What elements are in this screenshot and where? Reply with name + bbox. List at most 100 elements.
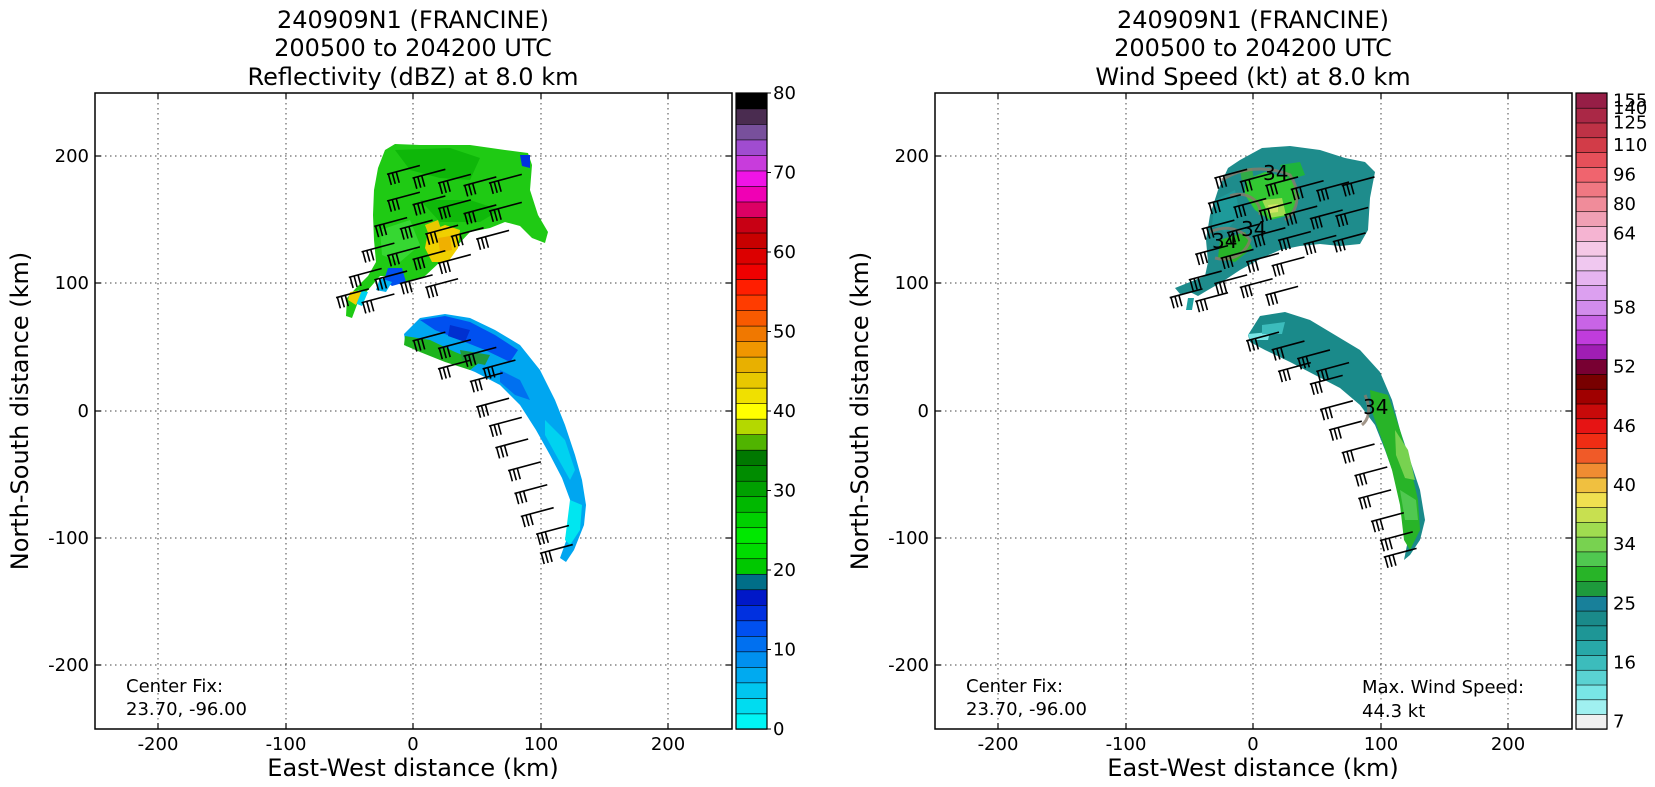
wind-barb	[361, 293, 395, 314]
wind-barb	[1354, 466, 1388, 487]
wind-barb	[514, 484, 548, 505]
colorbar-swatch	[1575, 122, 1608, 139]
colorbar-swatch	[735, 294, 768, 311]
colorbar-swatch	[735, 340, 768, 358]
reflectivity-colorbar	[735, 92, 768, 730]
colorbar-swatch	[1575, 610, 1608, 627]
colorbar-swatch	[1575, 344, 1608, 360]
wind-xtick-label: 0	[1247, 734, 1258, 755]
wind-barb	[1258, 201, 1292, 223]
colorbar-swatch	[1575, 284, 1608, 301]
colorbar-swatch	[1575, 684, 1608, 701]
wind-south-arc	[1248, 312, 1425, 560]
wind-barb	[1341, 443, 1375, 464]
colorbar-swatch	[735, 201, 768, 218]
colorbar-swatch	[735, 185, 768, 203]
colorbar-tick-label: 110	[1613, 135, 1647, 156]
colorbar-tick-label: 46	[1613, 416, 1636, 437]
colorbar-swatch	[1575, 211, 1608, 227]
wind-barb	[535, 524, 570, 546]
colorbar-swatch	[735, 527, 768, 544]
colorbar-swatch	[1575, 580, 1608, 597]
wind-barb	[437, 338, 472, 360]
wind-barb	[1370, 511, 1405, 533]
colorbar-tick-label: 60	[773, 242, 796, 263]
colorbar-swatch	[735, 558, 768, 575]
colorbar-tick-label: 16	[1613, 652, 1636, 673]
reflectivity-xtick-label: -100	[266, 734, 307, 755]
wind-barb	[425, 224, 459, 245]
wind-barb	[374, 216, 408, 238]
colorbar-swatch	[735, 232, 768, 249]
wind-barb	[463, 204, 497, 225]
wind-barb	[374, 270, 408, 291]
contour-label: 34	[1263, 161, 1288, 185]
wind-center-fix-value: 23.70, -96.00	[966, 699, 1087, 720]
colorbar-swatch	[1575, 521, 1608, 538]
colorbar-tick-label: 52	[1613, 357, 1636, 378]
wind-title-line-1: 240909N1 (FRANCINE)	[1117, 6, 1389, 34]
wind-barb	[348, 267, 382, 289]
reflectivity-xtick-label: -200	[138, 734, 179, 755]
colorbar-swatch	[735, 433, 768, 451]
colorbar-swatch	[1575, 358, 1608, 375]
wind-barb	[386, 246, 421, 267]
wind-barb	[425, 277, 459, 299]
colorbar-swatch	[735, 697, 768, 715]
colorbar-tick-label: 50	[773, 322, 796, 343]
colorbar-swatch	[735, 387, 768, 404]
colorbar-swatch	[1575, 669, 1608, 686]
contour-label: 34	[1363, 395, 1388, 419]
colorbar-swatch	[1575, 477, 1608, 494]
reflectivity-title-line-1: 240909N1 (FRANCINE)	[277, 6, 549, 34]
wind-barb	[1271, 340, 1305, 361]
colorbar-tick-label: 20	[773, 560, 796, 581]
wind-barb	[1233, 197, 1267, 219]
wind-barb	[1316, 361, 1350, 383]
colorbar-tick-label: 155	[1613, 90, 1647, 111]
colorbar-swatch	[735, 154, 768, 172]
colorbar-tick-label: 40	[773, 401, 796, 422]
wind-barb	[476, 397, 510, 418]
colorbar-swatch	[1575, 299, 1608, 316]
reflectivity-center-fix-label: Center Fix:	[126, 676, 223, 697]
wind-x-ticks	[935, 93, 1572, 729]
wind-barb	[437, 173, 472, 195]
colorbar-swatch	[1575, 566, 1608, 582]
wind-title-line-3: Wind Speed (kt) at 8.0 km	[1095, 63, 1410, 91]
wind-barb	[1201, 219, 1235, 240]
wind-ytick-label: -200	[888, 655, 929, 676]
colorbar-swatch	[735, 604, 768, 622]
colorbar-tick-label: 7	[1613, 712, 1624, 733]
colorbar-swatch	[1575, 492, 1608, 508]
reflectivity-ytick-label: 100	[55, 273, 89, 294]
colorbar-swatch	[735, 464, 768, 482]
colorbar-swatch	[735, 666, 768, 684]
wind-barb	[1226, 223, 1261, 244]
wind-barb	[361, 242, 395, 263]
wind-barb	[1383, 547, 1417, 569]
reflectivity-xtick-label: 0	[407, 734, 418, 755]
wind-barb	[1188, 270, 1222, 291]
wind-barb	[1303, 234, 1337, 256]
reflectivity-ytick-label: 200	[55, 146, 89, 167]
reflectivity-x-ticks	[95, 93, 732, 729]
colorbar-swatch	[1575, 506, 1608, 523]
colorbar-swatch	[1575, 196, 1608, 213]
wind-barb	[488, 173, 522, 195]
colorbar-swatch	[1575, 418, 1608, 434]
colorbar-swatch	[1575, 270, 1608, 286]
wind-barb	[412, 331, 446, 352]
colorbar-swatch	[735, 216, 768, 234]
colorbar-swatch	[735, 418, 768, 435]
wind-barb	[437, 199, 472, 220]
wind-title-line-2: 200500 to 204200 UTC	[1114, 34, 1392, 62]
colorbar-tick-label: 10	[773, 640, 796, 661]
wind-grid	[935, 93, 1572, 729]
colorbar-swatch	[735, 651, 768, 668]
colorbar-swatch	[735, 92, 768, 110]
wind-barb	[1277, 361, 1312, 383]
colorbar-swatch	[1575, 447, 1608, 464]
max-wind-speed-label: Max. Wind Speed:	[1362, 677, 1524, 698]
wind-barb	[463, 176, 497, 197]
